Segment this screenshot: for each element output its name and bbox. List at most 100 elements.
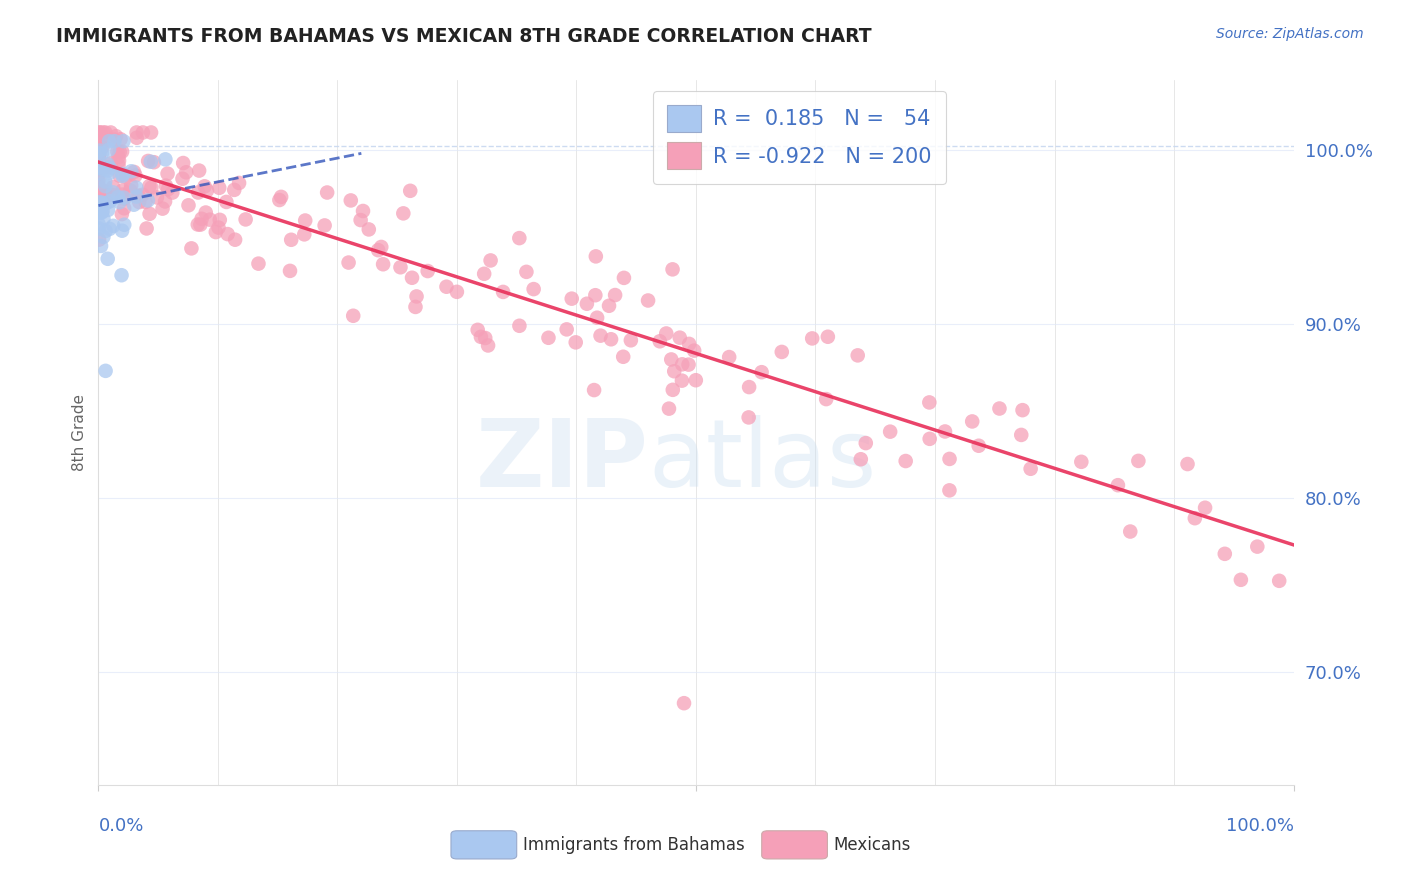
Point (91, 126, 114, 140)
Point (107, 190, 129, 204)
Point (111, 224, 134, 238)
Point (177, 198, 200, 212)
Point (1194, 500, 1216, 515)
Point (96, 157, 118, 171)
Point (89, 185, 111, 199)
Point (94, 224, 117, 238)
Point (879, 425, 901, 439)
Point (87, 167, 110, 181)
Point (90, 239, 112, 253)
Point (314, 219, 336, 233)
Point (111, 183, 134, 197)
Point (537, 331, 560, 345)
Point (180, 241, 202, 255)
Point (662, 383, 685, 397)
Point (1230, 573, 1253, 587)
Point (139, 154, 162, 169)
Point (416, 264, 439, 278)
Point (367, 243, 389, 257)
Point (125, 180, 148, 194)
Point (187, 218, 209, 232)
Point (194, 179, 217, 194)
Point (112, 192, 135, 206)
Point (187, 186, 209, 200)
Point (918, 432, 941, 446)
Point (174, 165, 197, 179)
Text: Mexicans: Mexicans (834, 836, 911, 854)
Point (142, 155, 165, 169)
Point (357, 222, 380, 236)
Point (97, 202, 120, 217)
Point (136, 153, 159, 168)
Point (93, 211, 115, 226)
Point (120, 183, 142, 197)
Point (294, 213, 316, 227)
Point (612, 350, 634, 364)
Point (492, 285, 515, 299)
Point (87, 202, 110, 216)
Text: Immigrants from Bahamas: Immigrants from Bahamas (523, 836, 744, 854)
Point (467, 323, 489, 337)
Point (190, 218, 212, 232)
Point (91, 189, 114, 203)
Point (671, 357, 693, 371)
Point (603, 288, 626, 302)
Point (87, 158, 110, 172)
Point (128, 188, 150, 202)
Point (91, 146, 114, 161)
Point (89, 166, 111, 180)
Point (190, 211, 212, 226)
Point (855, 436, 877, 450)
Point (135, 221, 157, 235)
Point (392, 206, 415, 220)
Point (87, 195, 110, 210)
Point (139, 126, 162, 140)
Point (125, 189, 148, 203)
Point (120, 178, 142, 193)
Point (94, 364, 117, 378)
Text: Source: ZipAtlas.com: Source: ZipAtlas.com (1216, 27, 1364, 41)
Point (1177, 457, 1199, 471)
Point (555, 322, 578, 336)
Point (87, 148, 110, 162)
Point (90, 195, 112, 210)
Point (90, 132, 112, 146)
Point (91, 160, 114, 174)
Point (515, 265, 537, 279)
Point (136, 194, 159, 208)
Point (370, 240, 392, 254)
Point (673, 696, 696, 710)
Point (659, 352, 682, 367)
Point (575, 297, 598, 311)
Point (112, 201, 135, 215)
Point (589, 328, 612, 343)
Point (918, 395, 941, 409)
Point (101, 186, 124, 200)
Point (207, 220, 229, 235)
Point (120, 164, 142, 178)
Point (637, 293, 659, 308)
Point (269, 193, 291, 207)
Point (204, 225, 226, 239)
Text: IMMIGRANTS FROM BAHAMAS VS MEXICAN 8TH GRADE CORRELATION CHART: IMMIGRANTS FROM BAHAMAS VS MEXICAN 8TH G… (56, 27, 872, 45)
FancyBboxPatch shape (762, 830, 828, 859)
Point (93, 230, 115, 244)
Point (217, 227, 239, 241)
Point (738, 380, 761, 394)
Point (94, 179, 117, 194)
Point (967, 439, 990, 453)
Point (93, 184, 115, 198)
Point (94, 196, 117, 211)
Point (671, 374, 693, 388)
Point (91, 204, 114, 219)
Point (110, 268, 132, 283)
Point (89, 126, 111, 140)
Point (132, 126, 155, 140)
Point (131, 187, 153, 202)
Point (111, 187, 134, 202)
Point (564, 335, 586, 350)
Point (125, 126, 148, 140)
Point (156, 167, 179, 181)
Point (87, 144, 110, 158)
Point (107, 145, 129, 159)
